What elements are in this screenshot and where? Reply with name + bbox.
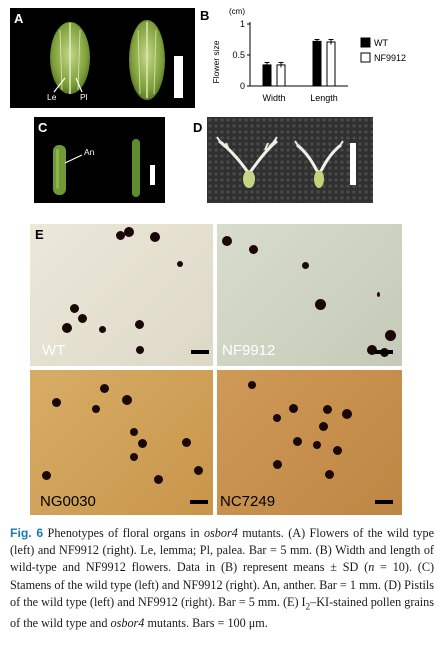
- panel-d-letter: D: [193, 120, 203, 135]
- pollen-grain: [70, 304, 79, 313]
- label-ng0030: NG0030: [40, 493, 96, 510]
- figure-caption: Fig. 6 Phenotypes of floral organs in os…: [10, 525, 434, 633]
- pollen-grain: [319, 422, 328, 431]
- legend-swatch-nf9912: [360, 52, 371, 63]
- pollen-grain: [313, 441, 321, 449]
- x-category-label: Length: [310, 93, 338, 103]
- pollen-grain: [42, 471, 51, 480]
- pollen-grain: [116, 231, 125, 240]
- panel-d: D: [193, 117, 373, 203]
- caption-text: –KI-stained pollen grains of the wild ty…: [10, 594, 435, 631]
- pollen-grain: [122, 395, 132, 405]
- panel-e: E WT NF9912 NG0: [30, 224, 402, 515]
- scale-bar-c: [150, 165, 155, 185]
- caption-gene: osbor4: [110, 616, 145, 631]
- pollen-grain: [124, 227, 134, 237]
- panel-c-letter: C: [38, 120, 48, 135]
- pollen-grain: [100, 384, 109, 393]
- pollen-ng0030: NG0030: [30, 370, 213, 515]
- panel-e-letter: E: [35, 227, 44, 242]
- panel-b-letter: B: [200, 8, 210, 23]
- pollen-grain: [150, 232, 160, 242]
- pollen-grain: [333, 446, 342, 455]
- flower-wt-image: [50, 20, 165, 100]
- stamen-image: [53, 139, 140, 197]
- label-le: Le: [47, 92, 57, 102]
- scale-bar-e3: [190, 500, 208, 504]
- pollen-grain: [302, 262, 309, 269]
- panel-a: A Le Pl: [10, 8, 195, 108]
- y-tick-label: 0.5: [232, 50, 245, 60]
- pollen-grain: [249, 245, 258, 254]
- panel-c: C An: [34, 117, 165, 203]
- pollen-grain: [377, 292, 380, 297]
- pollen-grain: [138, 439, 147, 448]
- pollen-grain: [177, 261, 183, 267]
- pollen-grain: [293, 437, 302, 446]
- y-axis-label: Flower size: [211, 40, 221, 83]
- pollen-grain: [154, 475, 163, 484]
- y-unit-label: (cm): [229, 7, 245, 16]
- pollen-grain: [194, 466, 203, 475]
- label-pl: Pl: [80, 92, 88, 102]
- bar-nf9912-length: [326, 41, 336, 87]
- bar-wt-length: [312, 40, 322, 87]
- pollen-grain: [136, 346, 144, 354]
- caption-gene: osbor4: [203, 526, 238, 540]
- y-tick-label: 1: [240, 19, 245, 29]
- label-an: An: [84, 147, 95, 157]
- scale-bar-e2: [375, 350, 393, 354]
- pollen-grain: [130, 428, 138, 436]
- pollen-grain: [130, 453, 138, 461]
- pollen-wt: E WT: [30, 224, 213, 366]
- pollen-grain: [78, 314, 87, 323]
- pollen-grain: [315, 299, 326, 310]
- legend-label: WT: [374, 38, 388, 48]
- caption-text: = 10). (C) Stamens of the wild type (lef…: [10, 560, 435, 609]
- flower-size-chart: 0 0.5 1 (cm) Flower size Width Length WT NF9912: [211, 7, 406, 103]
- pollen-grain: [135, 320, 144, 329]
- caption-subscript: 2: [305, 601, 311, 612]
- legend-label: NF9912: [374, 53, 406, 63]
- pistil-image: [207, 117, 373, 203]
- label-wt: WT: [42, 342, 66, 359]
- pollen-grain: [62, 323, 72, 333]
- label-nc7249: NC7249: [220, 493, 276, 510]
- scale-bar-d: [350, 143, 356, 185]
- pollen-grain: [273, 460, 282, 469]
- caption-text: mutants. Bars = 100 μm.: [144, 616, 268, 631]
- y-tick-label: 0: [240, 81, 245, 91]
- pollen-grain: [222, 236, 232, 246]
- pollen-grain: [248, 381, 256, 389]
- pollen-grain: [325, 470, 334, 479]
- pollen-grain: [99, 326, 106, 333]
- pollen-grain: [273, 414, 281, 422]
- pollen-nf9912: NF9912: [217, 224, 402, 366]
- pollen-grain: [385, 330, 396, 341]
- pollen-grain: [289, 404, 298, 413]
- caption-text: mutants. (A) Flowers of the wild type (l…: [10, 526, 435, 575]
- caption-n: n: [368, 560, 375, 575]
- label-nf9912: NF9912: [222, 342, 276, 359]
- pollen-grain: [52, 398, 61, 407]
- legend-swatch-wt: [360, 37, 371, 48]
- pollen-grain: [92, 405, 100, 413]
- scale-bar-e4: [375, 500, 393, 504]
- panel-a-letter: A: [14, 11, 24, 26]
- caption-text: Phenotypes of floral organs in: [43, 526, 204, 540]
- bar-wt-width: [262, 64, 272, 87]
- x-category-label: Width: [262, 93, 285, 103]
- panel-b: B 0 0.5 1 (cm) Flower size Width Length WT NF991…: [196, 4, 436, 112]
- pollen-grain: [342, 409, 352, 419]
- scale-bar-a: [174, 56, 183, 98]
- pollen-grain: [367, 345, 377, 355]
- pollen-grain: [323, 405, 332, 414]
- pollen-nc7249: NC7249: [217, 370, 402, 515]
- bar-nf9912-width: [276, 64, 286, 87]
- scale-bar-e1: [191, 350, 209, 354]
- pollen-grain: [182, 438, 191, 447]
- figure-label: Fig. 6: [10, 526, 44, 540]
